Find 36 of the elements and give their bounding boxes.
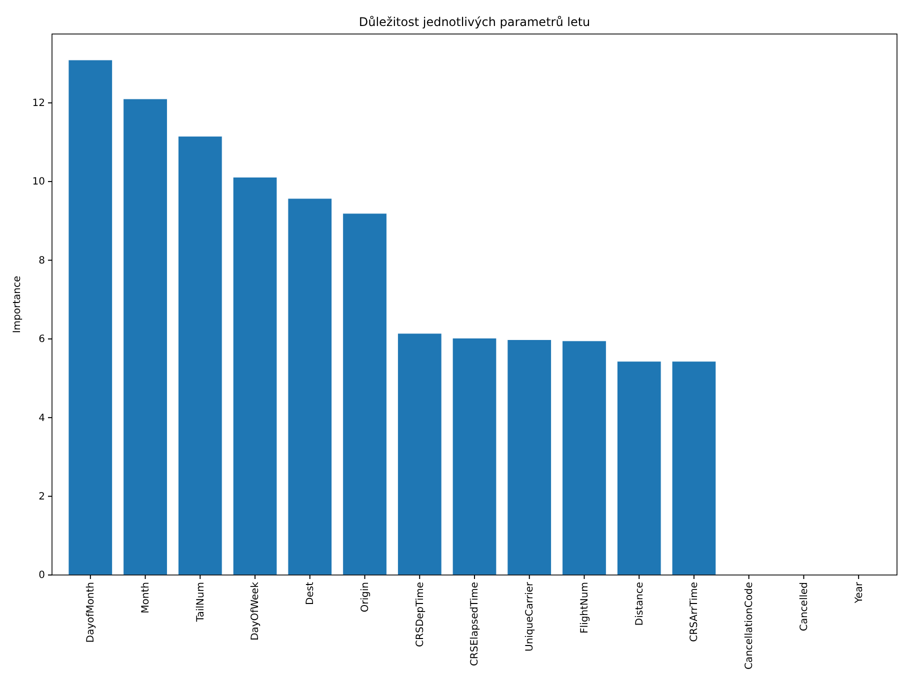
bar xyxy=(672,361,716,576)
x-tick-label: Dest xyxy=(305,582,316,605)
bar xyxy=(562,340,606,576)
x-tick-label: UniqueCarrier xyxy=(524,581,536,652)
bar xyxy=(178,136,222,576)
bar xyxy=(507,339,552,576)
bar xyxy=(68,60,113,576)
y-tick-label: 6 xyxy=(38,334,45,346)
y-tick-label: 12 xyxy=(32,98,45,110)
x-tick-label: Month xyxy=(140,582,152,614)
chart-title: Důležitost jednotlivých parametrů letu xyxy=(358,15,590,29)
x-tick-label: Distance xyxy=(634,582,646,626)
x-tick-label: TailNum xyxy=(195,582,206,623)
bar xyxy=(616,361,662,576)
bar xyxy=(397,333,442,576)
bar xyxy=(342,213,387,576)
x-tick-label: DayofMonth xyxy=(86,582,97,643)
x-tick-label: Year xyxy=(854,581,865,604)
x-tick-label: CRSDepTime xyxy=(414,582,426,647)
x-tick-label: Cancelled xyxy=(798,582,810,632)
bar xyxy=(232,176,278,576)
y-tick-label: 8 xyxy=(38,255,45,266)
y-tick-label: 10 xyxy=(32,176,45,188)
y-axis-title: Importance xyxy=(12,276,23,334)
x-tick-label: CRSArrTime xyxy=(689,582,700,642)
y-tick-label: 0 xyxy=(38,570,45,582)
x-tick-label: FlightNum xyxy=(579,582,590,634)
x-tick-label: CancellationCode xyxy=(744,582,756,670)
x-tick-label: CRSElapsedTime xyxy=(470,582,481,666)
x-tick-label: DayOfWeek xyxy=(250,582,262,641)
bar xyxy=(288,198,332,576)
x-tick-label: Origin xyxy=(360,582,371,612)
y-tick-label: 2 xyxy=(38,492,45,503)
bar xyxy=(123,98,168,576)
y-tick-label: 4 xyxy=(38,412,45,424)
bar xyxy=(452,338,497,576)
